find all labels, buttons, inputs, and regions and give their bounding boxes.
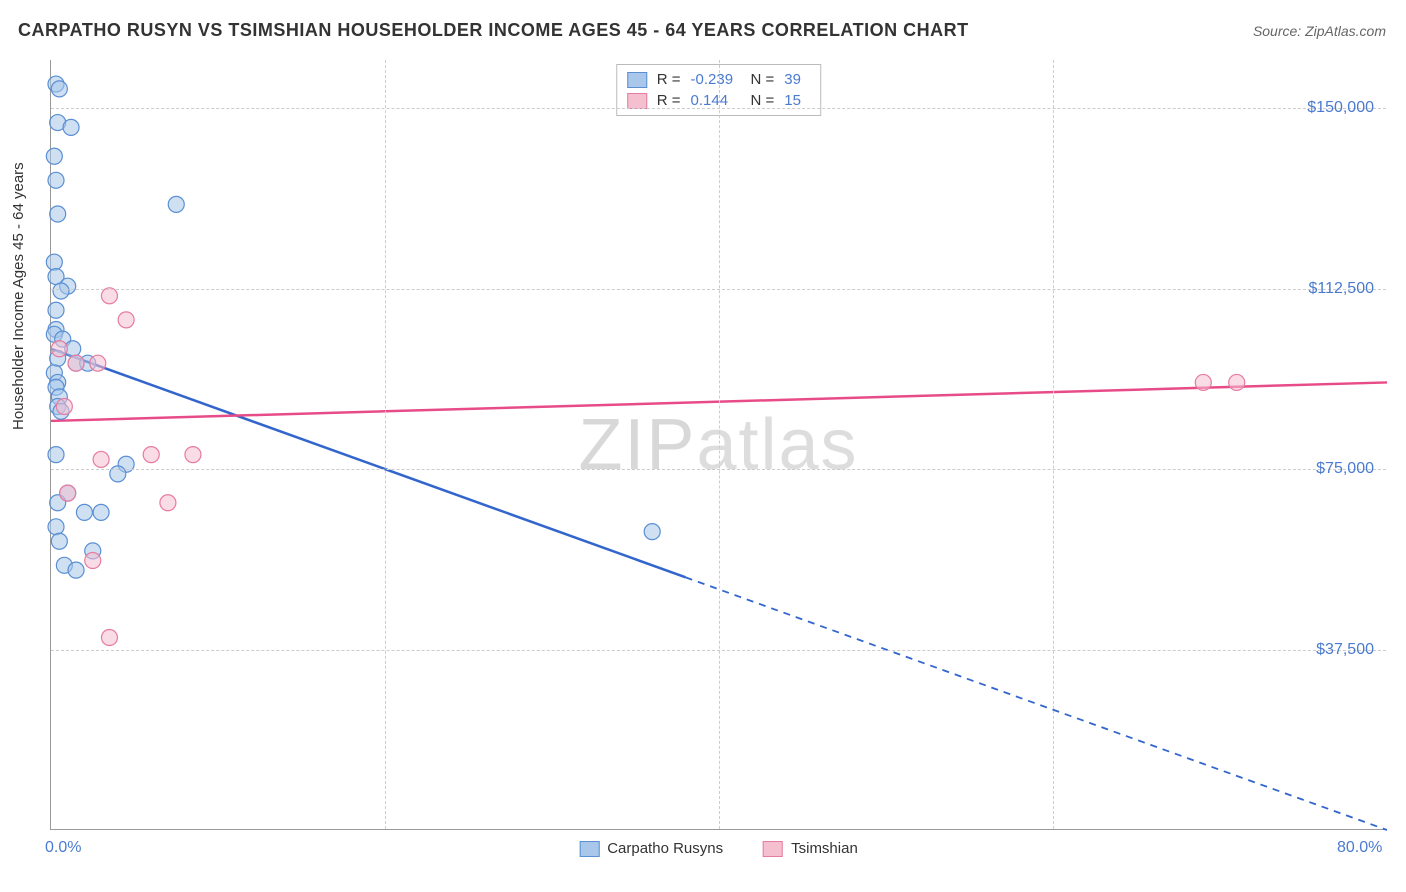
data-point [46, 148, 62, 164]
legend-swatch [763, 841, 783, 857]
data-point [1195, 374, 1211, 390]
gridline-vertical [719, 60, 720, 829]
data-point [185, 447, 201, 463]
gridline-vertical [1053, 60, 1054, 829]
data-point [93, 451, 109, 467]
data-point [51, 81, 67, 97]
data-point [68, 355, 84, 371]
regression-line-dashed [686, 577, 1387, 830]
data-point [76, 504, 92, 520]
chart-plot-area: ZIPatlas R =-0.239N =39R =0.144N =15 Car… [50, 60, 1386, 830]
series-swatch [627, 93, 647, 109]
r-label: R = [657, 92, 681, 109]
chart-header: CARPATHO RUSYN VS TSIMSHIAN HOUSEHOLDER … [18, 20, 1386, 41]
data-point [101, 288, 117, 304]
y-tick-label: $75,000 [1316, 460, 1374, 478]
data-point [46, 254, 62, 270]
data-point [168, 196, 184, 212]
data-point [118, 312, 134, 328]
data-point [644, 524, 660, 540]
data-point [60, 485, 76, 501]
data-point [48, 447, 64, 463]
x-tick-label: 80.0% [1337, 839, 1382, 857]
data-point [160, 495, 176, 511]
legend-item: Carpatho Rusyns [579, 840, 723, 857]
n-label: N = [751, 71, 775, 88]
data-point [51, 341, 67, 357]
gridline-vertical [385, 60, 386, 829]
regression-line [51, 349, 686, 578]
x-tick-label: 0.0% [45, 839, 81, 857]
y-tick-label: $112,500 [1308, 280, 1374, 298]
n-label: N = [751, 92, 775, 109]
data-point [63, 119, 79, 135]
data-point [93, 504, 109, 520]
data-point [53, 283, 69, 299]
legend: Carpatho Rusyns Tsimshian [579, 840, 858, 857]
data-point [48, 302, 64, 318]
legend-item: Tsimshian [763, 840, 858, 857]
y-tick-label: $37,500 [1316, 641, 1374, 659]
data-point [101, 630, 117, 646]
data-point [48, 519, 64, 535]
data-point [50, 206, 66, 222]
data-point [51, 533, 67, 549]
legend-label: Carpatho Rusyns [607, 840, 723, 857]
y-axis-label: Householder Income Ages 45 - 64 years [10, 162, 27, 430]
r-value: 0.144 [691, 92, 741, 109]
data-point [1229, 374, 1245, 390]
chart-title: CARPATHO RUSYN VS TSIMSHIAN HOUSEHOLDER … [18, 20, 969, 41]
data-point [56, 399, 72, 415]
data-point [85, 553, 101, 569]
series-swatch [627, 72, 647, 88]
n-value: 15 [784, 92, 810, 109]
data-point [90, 355, 106, 371]
r-label: R = [657, 71, 681, 88]
y-tick-label: $150,000 [1307, 99, 1374, 117]
data-point [48, 172, 64, 188]
data-point [143, 447, 159, 463]
legend-swatch [579, 841, 599, 857]
data-point [68, 562, 84, 578]
legend-label: Tsimshian [791, 840, 858, 857]
r-value: -0.239 [691, 71, 741, 88]
n-value: 39 [784, 71, 810, 88]
source-label: Source: ZipAtlas.com [1253, 23, 1386, 39]
